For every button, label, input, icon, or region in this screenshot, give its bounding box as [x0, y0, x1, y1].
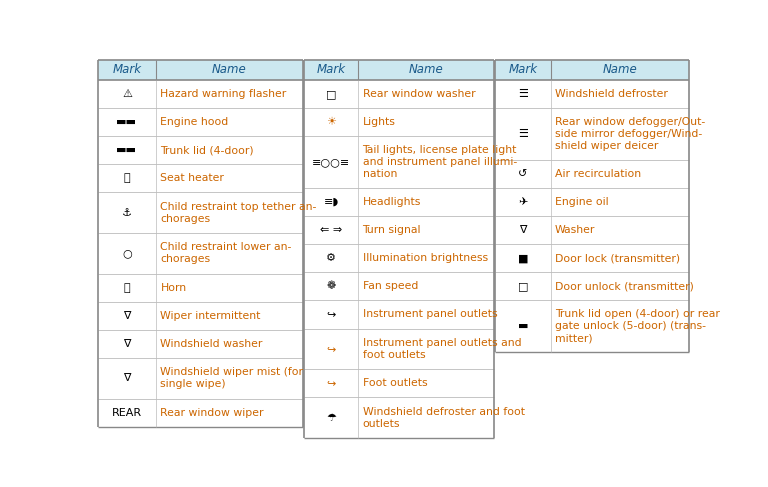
Text: ☰: ☰	[518, 89, 528, 99]
Text: Name: Name	[603, 63, 637, 76]
Text: Windshield wiper mist (for
single wipe): Windshield wiper mist (for single wipe)	[161, 367, 303, 390]
Text: Door unlock (transmitter): Door unlock (transmitter)	[555, 281, 694, 291]
Text: Door lock (transmitter): Door lock (transmitter)	[555, 253, 680, 263]
Text: ☀: ☀	[326, 117, 336, 127]
Text: ↺: ↺	[518, 169, 528, 179]
Text: ⫿: ⫿	[124, 173, 131, 183]
Text: ○: ○	[122, 248, 132, 259]
Text: Rear window wiper: Rear window wiper	[161, 408, 264, 418]
Text: Illumination brightness: Illumination brightness	[362, 253, 488, 263]
Text: Instrument panel outlets: Instrument panel outlets	[362, 310, 497, 319]
Text: Lights: Lights	[362, 117, 396, 127]
Text: Engine hood: Engine hood	[161, 117, 229, 127]
Text: ⚓: ⚓	[122, 207, 132, 218]
Text: □: □	[518, 281, 528, 291]
Text: ■: ■	[518, 253, 528, 263]
Text: ≡○○≡: ≡○○≡	[312, 157, 350, 167]
Text: ∇: ∇	[519, 225, 527, 235]
Text: Instrument panel outlets and
foot outlets: Instrument panel outlets and foot outlet…	[362, 338, 521, 360]
Text: Air recirculation: Air recirculation	[555, 169, 641, 179]
Text: Rear window washer: Rear window washer	[362, 89, 475, 99]
Text: Wiper intermittent: Wiper intermittent	[161, 311, 261, 321]
Text: Trunk lid open (4-door) or rear
gate unlock (5-door) (trans-
mitter): Trunk lid open (4-door) or rear gate unl…	[555, 309, 720, 343]
Text: Engine oil: Engine oil	[555, 197, 608, 207]
Text: ▬▬: ▬▬	[117, 117, 137, 127]
Text: ☰: ☰	[518, 129, 528, 139]
Text: ∇: ∇	[123, 374, 131, 383]
Text: Windshield defroster and foot
outlets: Windshield defroster and foot outlets	[362, 407, 525, 429]
Text: Windshield washer: Windshield washer	[161, 339, 263, 349]
Bar	[495, 59, 690, 80]
Text: Seat heater: Seat heater	[161, 173, 224, 183]
Text: Turn signal: Turn signal	[362, 225, 421, 235]
Text: Name: Name	[212, 63, 247, 76]
Text: ∇: ∇	[123, 339, 131, 349]
Text: Child restraint top tether an-
chorages: Child restraint top tether an- chorages	[161, 202, 316, 224]
Text: ↪: ↪	[326, 310, 336, 319]
Text: ▬: ▬	[518, 321, 528, 332]
Text: ⇐ ⇒: ⇐ ⇒	[320, 225, 343, 235]
Text: ▬▬: ▬▬	[117, 145, 137, 155]
Text: ↪: ↪	[326, 378, 336, 388]
Text: ↪: ↪	[326, 344, 336, 354]
Text: Fan speed: Fan speed	[362, 281, 418, 291]
Text: ✈: ✈	[518, 197, 528, 207]
Text: Tail lights, license plate light
and instrument panel illumi-
nation: Tail lights, license plate light and ins…	[362, 145, 517, 179]
Text: ☂: ☂	[326, 413, 336, 423]
Text: Mark: Mark	[508, 63, 538, 76]
Text: Washer: Washer	[555, 225, 595, 235]
Text: ⚙: ⚙	[326, 253, 336, 263]
Text: Horn: Horn	[161, 283, 187, 293]
Text: REAR: REAR	[112, 408, 142, 418]
Text: Mark: Mark	[316, 63, 346, 76]
Text: Foot outlets: Foot outlets	[362, 378, 427, 388]
Bar	[98, 59, 303, 80]
Bar	[304, 59, 494, 80]
Text: ≡◗: ≡◗	[323, 197, 339, 207]
Text: Headlights: Headlights	[362, 197, 421, 207]
Text: 〉: 〉	[124, 283, 131, 293]
Text: ∇: ∇	[123, 311, 131, 321]
Text: Rear window defogger/Out-
side mirror defogger/Wind-
shield wiper deicer: Rear window defogger/Out- side mirror de…	[555, 117, 705, 151]
Text: Name: Name	[409, 63, 443, 76]
Text: □: □	[326, 89, 336, 99]
Text: Child restraint lower an-
chorages: Child restraint lower an- chorages	[161, 243, 292, 264]
Text: Trunk lid (4-door): Trunk lid (4-door)	[161, 145, 254, 155]
Text: Windshield defroster: Windshield defroster	[555, 89, 668, 99]
Text: ⚠: ⚠	[122, 89, 132, 99]
Text: Mark: Mark	[112, 63, 141, 76]
Text: ❁: ❁	[326, 281, 336, 291]
Text: Hazard warning flasher: Hazard warning flasher	[161, 89, 286, 99]
